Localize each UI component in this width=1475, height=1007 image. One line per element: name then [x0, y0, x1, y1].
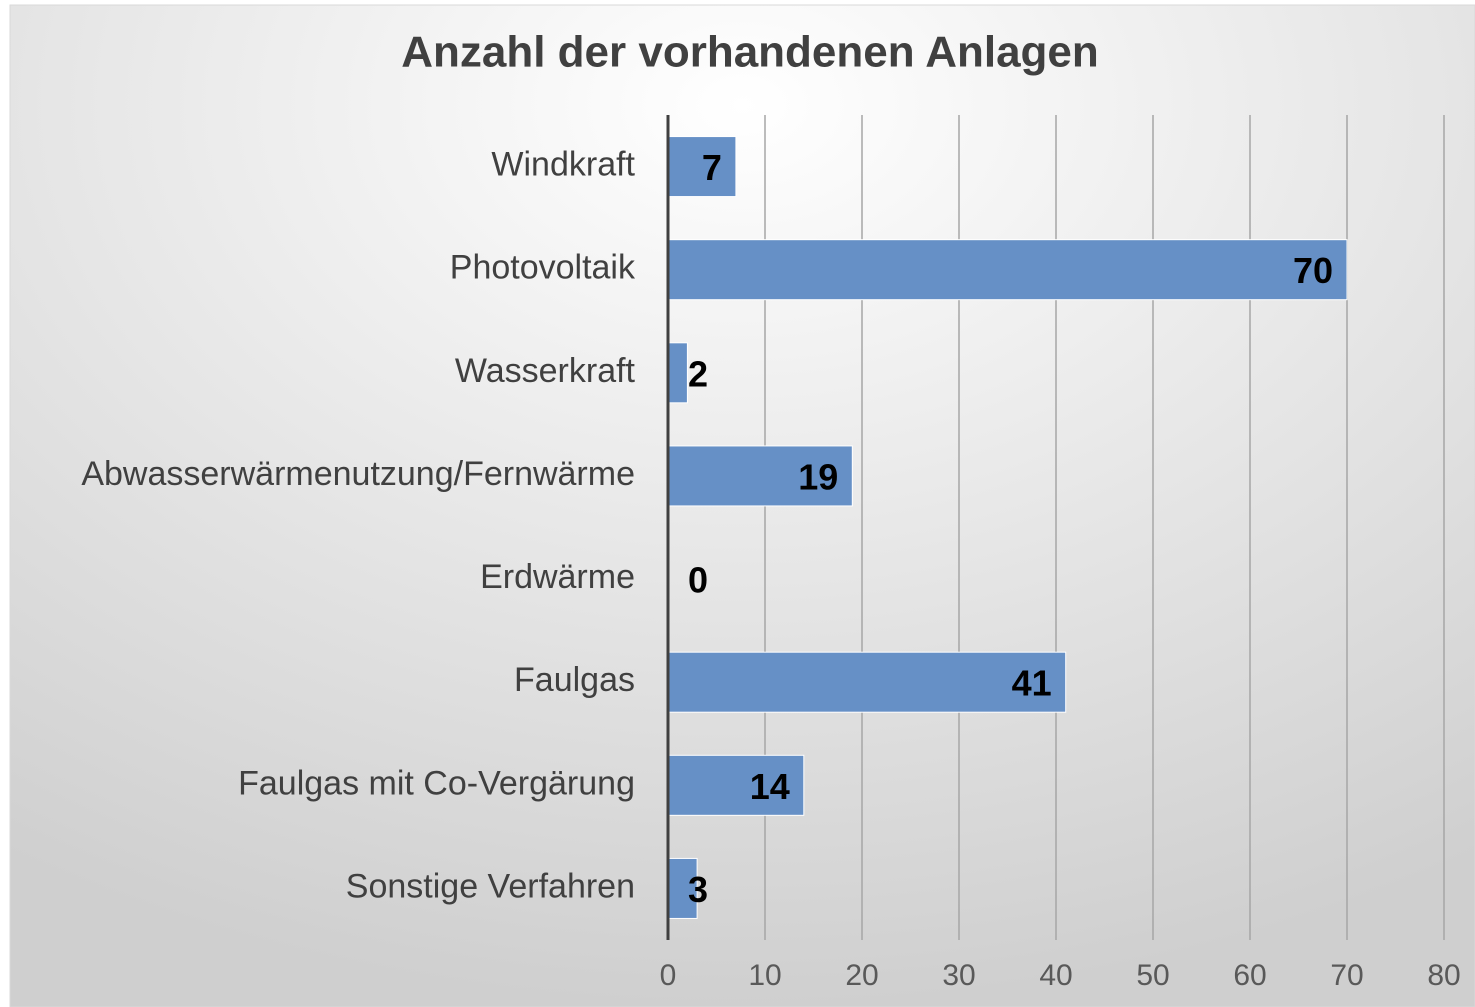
bar: [667, 239, 1348, 301]
x-tick-label: 50: [1136, 959, 1169, 992]
x-tick-label: 60: [1233, 959, 1266, 992]
data-label: 14: [750, 766, 790, 807]
y-tick-label: Abwasserwärmenutzung/Fernwärme: [81, 455, 635, 493]
data-label: 3: [688, 869, 708, 910]
x-tick-label: 10: [748, 959, 781, 992]
bar: [667, 651, 1067, 713]
data-label: 2: [688, 353, 708, 394]
y-tick-label: Sonstige Verfahren: [346, 867, 635, 905]
y-tick-label: Windkraft: [491, 146, 635, 184]
x-tick-label: 30: [942, 959, 975, 992]
data-label: 19: [798, 456, 838, 497]
bar: [667, 445, 853, 507]
chart-title: Anzahl der vorhandenen Anlagen: [401, 28, 1099, 77]
data-label: 7: [702, 147, 722, 188]
x-tick-label: 20: [845, 959, 878, 992]
y-tick-label: Photovoltaik: [450, 249, 636, 287]
bar: [667, 136, 737, 198]
bar: [667, 342, 688, 404]
x-tick-label: 40: [1039, 959, 1072, 992]
y-tick-label: Wasserkraft: [455, 352, 636, 390]
x-tick-label: 0: [660, 959, 677, 992]
y-tick-label: Erdwärme: [480, 558, 635, 596]
data-label: 0: [688, 560, 708, 601]
data-label: 70: [1293, 250, 1333, 291]
y-tick-label: Faulgas mit Co-Vergärung: [238, 764, 635, 802]
x-tick-label: 80: [1427, 959, 1460, 992]
y-tick-label: Faulgas: [514, 661, 635, 699]
data-label: 41: [1012, 663, 1052, 704]
x-tick-label: 70: [1330, 959, 1363, 992]
